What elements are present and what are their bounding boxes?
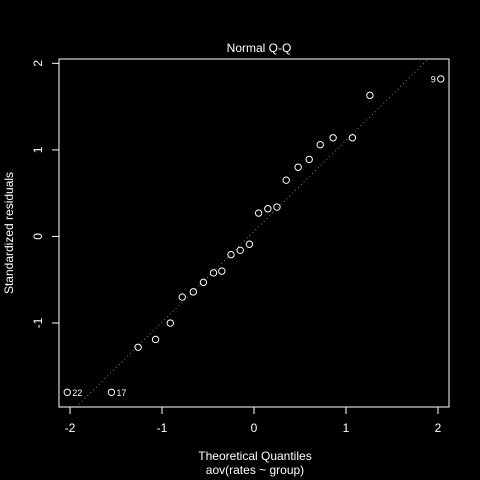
data-point: [166, 319, 174, 327]
y-axis: -1 0 1 2: [31, 60, 60, 328]
x-tick-label: 2: [435, 421, 442, 435]
data-point: [254, 209, 263, 217]
point-label: 9: [431, 74, 436, 84]
reference-line-layer: [75, 59, 430, 407]
data-point: [107, 388, 116, 396]
data-point: [189, 288, 197, 296]
data-point: [305, 155, 313, 164]
data-point: [151, 335, 160, 344]
y-tick-label: -1: [31, 317, 45, 328]
chart-title: Normal Q-Q: [227, 41, 292, 55]
x-axis-sublabel: aov(rates ~ group): [206, 463, 304, 477]
data-point: [273, 203, 281, 211]
data-point: [437, 75, 445, 83]
points-layer: 22 17 9: [63, 74, 445, 398]
y-axis-label: Standardized residuals: [2, 172, 16, 294]
x-axis: -2 -1 0 1 2: [65, 406, 442, 435]
x-axis-label: Theoretical Quantiles: [198, 449, 311, 463]
data-point: [63, 388, 71, 396]
x-tick-label: 0: [251, 421, 258, 435]
data-point: [366, 91, 374, 100]
data-point: [134, 343, 142, 351]
point-label: 17: [116, 388, 126, 398]
qq-reference-line: [75, 59, 430, 407]
data-point: [199, 278, 208, 287]
data-point: [218, 267, 226, 275]
x-tick-label: -2: [65, 421, 76, 435]
data-point: [348, 134, 357, 142]
data-point: [264, 205, 272, 213]
data-point: [329, 134, 337, 142]
data-point: [282, 176, 290, 184]
data-point: [227, 250, 235, 259]
data-point: [236, 246, 244, 255]
point-label: 22: [72, 388, 82, 398]
y-tick-label: 2: [31, 60, 45, 67]
data-point: [209, 269, 218, 277]
data-point: [245, 240, 254, 248]
data-point: [178, 293, 186, 301]
x-tick-label: -1: [157, 421, 168, 435]
y-tick-label: 0: [31, 233, 45, 240]
x-tick-label: 1: [343, 421, 350, 435]
y-tick-label: 1: [31, 146, 45, 153]
data-point: [294, 163, 302, 171]
data-point: [316, 141, 324, 149]
